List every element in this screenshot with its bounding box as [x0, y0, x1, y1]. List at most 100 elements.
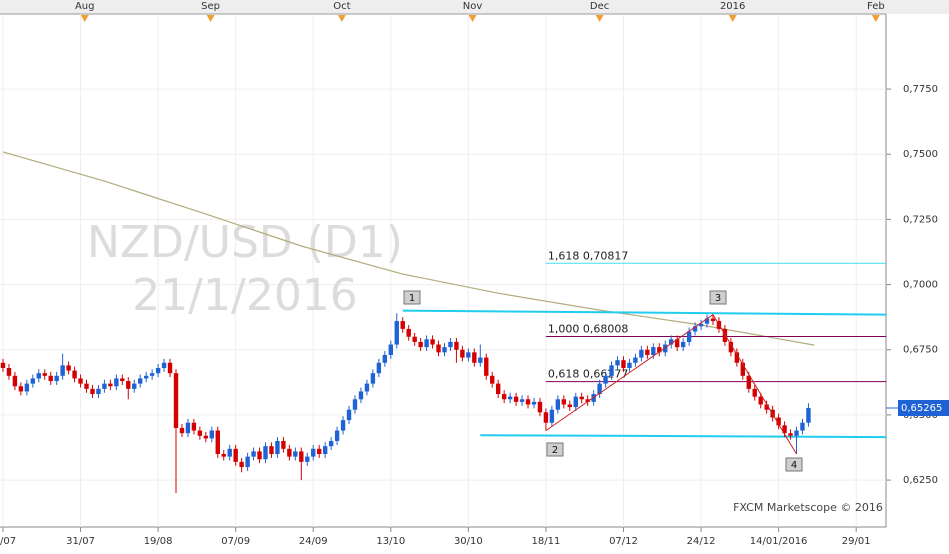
candle-body	[245, 456, 250, 468]
candle-body	[215, 430, 220, 455]
candle-body	[776, 417, 781, 426]
candle-body	[663, 344, 668, 353]
candle-body	[633, 357, 638, 363]
candle-body	[102, 383, 107, 389]
candle-body	[454, 341, 459, 350]
candle-body	[358, 391, 364, 400]
candle-body	[334, 430, 340, 441]
candle-body	[448, 341, 453, 348]
candle-body	[322, 446, 328, 455]
candle-body	[311, 448, 316, 457]
candle-body	[597, 383, 602, 395]
candle-body	[269, 446, 274, 455]
candle-body	[686, 331, 692, 342]
x-tick-label: 31/07	[66, 536, 95, 547]
channel-line	[480, 434, 886, 439]
candle-body	[782, 425, 787, 434]
candle-body	[466, 352, 471, 358]
x-tick-label: 18/11	[532, 536, 561, 547]
candle-body	[692, 326, 698, 332]
x-tick-label: 30/10	[454, 536, 483, 547]
fib-label: 1,000 0,68008	[548, 323, 628, 336]
candle-body	[132, 383, 137, 389]
candle-body	[227, 448, 232, 457]
candle-body	[573, 396, 578, 408]
moving-average	[2, 151, 815, 346]
candle-body	[108, 383, 113, 387]
candle-body	[519, 399, 525, 402]
candle-body	[513, 396, 519, 402]
candle-body	[549, 409, 555, 423]
candle-body	[478, 357, 483, 363]
candle-body	[579, 396, 584, 400]
candle-body	[316, 448, 322, 455]
candle-body	[138, 378, 143, 384]
candle-body	[674, 339, 680, 348]
candle-body	[764, 404, 769, 410]
y-tick-label: 0,7500	[903, 149, 938, 160]
candle-body	[394, 321, 399, 345]
candle-body	[18, 386, 24, 392]
wave-line	[545, 313, 797, 455]
wave-label: 1	[409, 293, 415, 304]
candle-body	[263, 446, 268, 460]
candle-body	[657, 347, 662, 353]
candle-body	[740, 362, 746, 376]
candle-body	[66, 365, 71, 371]
candle-body	[490, 375, 495, 384]
month-marker	[80, 15, 89, 22]
candle-body	[627, 362, 632, 368]
candle-body	[436, 344, 441, 353]
x-tick-label: 24/12	[687, 536, 716, 547]
candle-body	[388, 344, 393, 355]
candle-body	[239, 461, 244, 468]
candle-body	[376, 362, 382, 374]
month-marker	[728, 15, 737, 22]
candle-body	[680, 341, 686, 348]
month-label: Sep	[201, 1, 220, 12]
candle-body	[275, 440, 280, 455]
y-tick-label: 0,7000	[903, 280, 938, 291]
candle-body	[299, 451, 304, 462]
month-marker	[337, 15, 346, 22]
month-label: Aug	[75, 1, 95, 12]
candle-body	[281, 440, 286, 449]
candle-body	[305, 456, 310, 462]
wave-label-box	[403, 290, 421, 305]
candle-body	[203, 435, 209, 439]
candle-body	[746, 375, 751, 389]
candle-body	[78, 378, 83, 384]
candle-body	[531, 401, 537, 405]
x-tick-label: 24/09	[299, 536, 328, 547]
candle-body	[161, 362, 167, 368]
y-tick-label: 0,7750	[903, 84, 938, 95]
candle-body	[734, 352, 740, 363]
candle-body	[806, 408, 811, 423]
y-tick-label: 0,6250	[903, 475, 938, 486]
candle-body	[603, 375, 608, 384]
candle-body	[418, 341, 423, 348]
candle-body	[0, 362, 6, 368]
candle-body	[430, 339, 435, 345]
x-tick-label: 07/12	[609, 536, 638, 547]
candle-body	[555, 399, 561, 410]
candle-body	[6, 367, 12, 376]
candle-body	[698, 323, 704, 327]
last-price-box	[898, 400, 949, 417]
candle-body	[84, 383, 89, 389]
candle-body	[382, 354, 388, 363]
month-label: 2016	[720, 1, 745, 12]
plot: 1,618 0,70817 1,000 0,68008 0,618 0,66277 1…	[0, 151, 886, 494]
candle-body	[90, 388, 95, 395]
candle-body	[645, 349, 650, 355]
candle-body	[12, 375, 18, 387]
candle-body	[167, 362, 173, 374]
candle-body	[185, 422, 191, 434]
last-price-label: 0,65265	[901, 403, 942, 414]
candle-body	[406, 328, 411, 337]
candle-body	[585, 399, 590, 402]
month-label: Nov	[463, 1, 483, 12]
candle-body	[257, 451, 262, 460]
